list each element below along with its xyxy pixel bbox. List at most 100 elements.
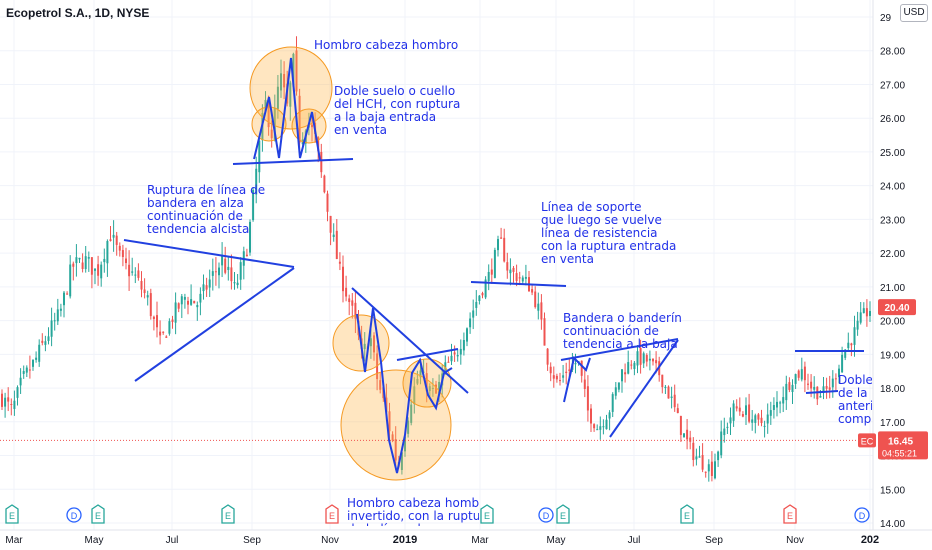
annotation-bull-flag[interactable]: Ruptura de línea de bandera en alza cont… — [147, 183, 266, 236]
candle-body — [428, 386, 431, 391]
candle-body — [264, 99, 267, 111]
currency-badge[interactable]: USD — [900, 4, 928, 22]
candle-body — [707, 464, 710, 472]
time-tick-label: 2019 — [393, 534, 417, 546]
candle-body — [388, 411, 391, 432]
earnings-marker-shape — [325, 504, 339, 524]
earnings-marker[interactable]: E — [783, 504, 797, 524]
annotation-inverse-hch[interactable]: Hombro cabeza hombro invertido, con la r… — [347, 497, 479, 526]
candle-body — [503, 237, 506, 262]
candle-body — [745, 405, 747, 415]
earnings-marker[interactable]: E — [680, 504, 694, 524]
price-tick-label: 28.00 — [880, 47, 905, 58]
candle-body — [521, 277, 524, 282]
candle-body — [630, 364, 633, 366]
candle-body — [205, 285, 208, 290]
candle-body — [766, 414, 769, 424]
candle-body — [617, 382, 620, 390]
candle-body — [763, 425, 766, 427]
chart-grid — [0, 0, 873, 530]
dividend-marker[interactable]: D — [854, 507, 870, 523]
earnings-marker[interactable]: E — [91, 504, 105, 524]
candle-body — [602, 426, 605, 428]
earnings-marker-shape — [480, 504, 494, 524]
candle-body — [803, 366, 806, 381]
candle-body — [196, 304, 199, 308]
candle-body — [329, 215, 332, 233]
marker-letter: E — [787, 511, 793, 521]
candle-body — [701, 455, 704, 470]
candle-body — [78, 257, 81, 260]
time-axis[interactable]: Mar May Jul Sep Nov 2019 Mar May Jul Sep Nov 202 — [0, 529, 932, 546]
candle-body — [233, 282, 236, 284]
candle-body — [338, 261, 341, 264]
candle-body — [10, 403, 13, 405]
dividend-marker[interactable]: D — [538, 507, 554, 523]
dividend-marker[interactable]: D — [66, 507, 82, 523]
earnings-marker[interactable]: E — [5, 504, 19, 524]
candle-body — [667, 386, 670, 399]
candle-body — [391, 434, 394, 441]
marker-letter: D — [543, 511, 550, 521]
candle-body — [735, 406, 738, 409]
candle-body — [639, 348, 642, 365]
candle-body — [732, 403, 735, 421]
price-tick-label: 23.00 — [880, 215, 905, 226]
time-tick-label: May — [85, 535, 104, 546]
candle-body — [32, 359, 34, 367]
price-tick-label: 19.00 — [880, 350, 905, 361]
candle-body — [574, 363, 577, 365]
earnings-marker-shape — [556, 504, 570, 524]
candle-body — [586, 386, 589, 411]
candle-body — [534, 291, 537, 308]
trend-line — [123, 239, 295, 268]
candle-body — [552, 375, 555, 379]
earnings-marker-shape — [783, 504, 797, 524]
candle-body — [332, 234, 335, 237]
price-tick-label: 15.00 — [880, 485, 905, 496]
candle-body — [723, 428, 726, 436]
annotation-bear-flag[interactable]: Bandera o banderín continuación de tende… — [563, 311, 682, 351]
candle-body — [478, 295, 481, 301]
candle-body — [590, 408, 592, 424]
annotation-double-s[interactable]: Doble s de la lí anterio compra — [838, 374, 872, 426]
candle-body — [221, 256, 224, 266]
candle-body — [407, 420, 410, 434]
candle-body — [152, 316, 155, 319]
candle-body — [193, 300, 196, 304]
price-tick-label: 26.00 — [880, 114, 905, 125]
candle-body — [348, 298, 351, 303]
candle-body — [140, 280, 143, 290]
candle-body — [38, 344, 41, 362]
annotation-hch[interactable]: Hombro cabeza hombro — [314, 38, 459, 52]
marker-letter: E — [484, 511, 490, 521]
candle-body — [869, 311, 871, 316]
candle-body — [128, 264, 131, 277]
annotation-support-resistance[interactable]: Línea de soporte que luego se vuelve lín… — [541, 200, 677, 266]
candle-body — [118, 245, 121, 251]
candle-body — [1, 393, 3, 407]
candle-body — [400, 452, 403, 470]
earnings-marker[interactable]: E — [325, 504, 339, 524]
annotation-double-bottom[interactable]: Doble suelo o cuello del HCH, con ruptur… — [334, 84, 461, 137]
candle-body — [131, 271, 134, 273]
earnings-marker-shape — [221, 504, 235, 524]
candle-body — [838, 368, 840, 378]
marker-letter: D — [71, 511, 78, 521]
candle-body — [729, 417, 732, 424]
candle-body — [298, 95, 301, 143]
candle-body — [342, 266, 344, 292]
last-price-box — [878, 299, 916, 316]
earnings-marker[interactable]: E — [221, 504, 235, 524]
candle-body — [159, 331, 162, 336]
candle-body — [47, 336, 50, 341]
candle-body — [670, 396, 673, 398]
marker-letter: E — [95, 511, 101, 521]
earnings-marker[interactable]: E — [480, 504, 494, 524]
earnings-marker[interactable]: E — [556, 504, 570, 524]
marker-letter: E — [225, 511, 231, 521]
candle-body — [4, 397, 7, 407]
candle-body — [531, 289, 534, 293]
